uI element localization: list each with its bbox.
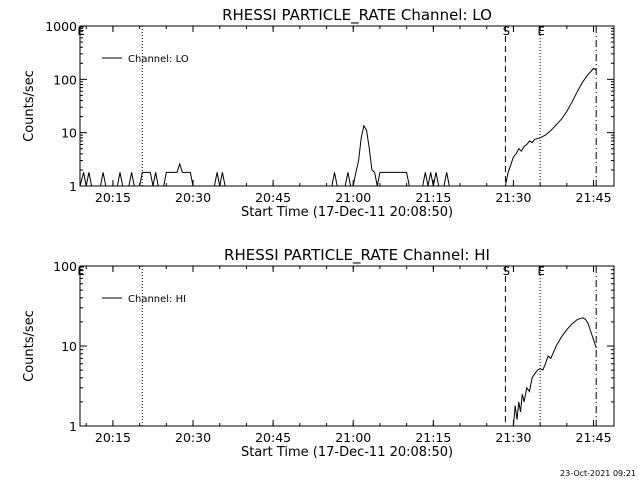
x-axis-label: Start Time (17-Dec-11 20:08:50) bbox=[241, 205, 453, 220]
x-tick-label: 20:45 bbox=[255, 190, 291, 205]
x-tick-label: 20:30 bbox=[175, 430, 211, 445]
chart-title: RHESSI PARTICLE_RATE Channel: LO bbox=[222, 6, 492, 25]
event-marker-label: E bbox=[77, 264, 84, 278]
event-marker-label: S bbox=[503, 264, 510, 278]
y-tick-label: 1000 bbox=[45, 19, 77, 34]
x-tick-label: 20:15 bbox=[95, 430, 131, 445]
x-tick-label: 20:45 bbox=[255, 430, 291, 445]
event-marker-label: S bbox=[503, 24, 510, 38]
x-tick-label: 21:15 bbox=[415, 430, 451, 445]
plot-frame bbox=[79, 25, 615, 187]
y-tick-label: 1 bbox=[69, 179, 77, 194]
y-tick-label: 10 bbox=[61, 126, 77, 141]
x-tick-label: 21:30 bbox=[495, 430, 531, 445]
y-tick-label: 100 bbox=[53, 72, 77, 87]
x-axis-label: Start Time (17-Dec-11 20:08:50) bbox=[241, 445, 453, 460]
event-marker-label: E bbox=[537, 24, 544, 38]
y-axis-label: Counts/sec bbox=[22, 70, 37, 142]
y-tick-label: 1 bbox=[69, 419, 77, 434]
data-series-line bbox=[512, 317, 597, 427]
plot-frame bbox=[79, 265, 615, 427]
y-axis-label: Counts/sec bbox=[22, 310, 37, 382]
y-tick-label: 10 bbox=[61, 339, 77, 354]
x-tick-label: 20:15 bbox=[95, 190, 131, 205]
data-series-line bbox=[79, 67, 597, 187]
chart-panel-0: RHESSI PARTICLE_RATE Channel: LO 20:15 20:… bbox=[22, 6, 615, 220]
x-tick-label: 20:30 bbox=[175, 190, 211, 205]
timestamp: 23-Oct-2021 09:21 bbox=[560, 469, 636, 478]
legend-label: Channel: LO bbox=[128, 54, 189, 65]
x-tick-label: 21:45 bbox=[576, 430, 612, 445]
event-marker-label: E bbox=[537, 264, 544, 278]
x-tick-label: 21:15 bbox=[415, 190, 451, 205]
y-tick-label: 100 bbox=[53, 259, 77, 274]
event-marker-label: E bbox=[77, 24, 84, 38]
chart-panel-1: RHESSI PARTICLE_RATE Channel: HI 20:15 20:… bbox=[22, 246, 615, 460]
x-tick-label: 21:45 bbox=[576, 190, 612, 205]
x-tick-label: 21:00 bbox=[335, 430, 371, 445]
chart-title: RHESSI PARTICLE_RATE Channel: HI bbox=[224, 246, 490, 265]
legend-label: Channel: HI bbox=[128, 294, 186, 305]
x-tick-label: 21:30 bbox=[495, 190, 531, 205]
x-tick-label: 21:00 bbox=[335, 190, 371, 205]
